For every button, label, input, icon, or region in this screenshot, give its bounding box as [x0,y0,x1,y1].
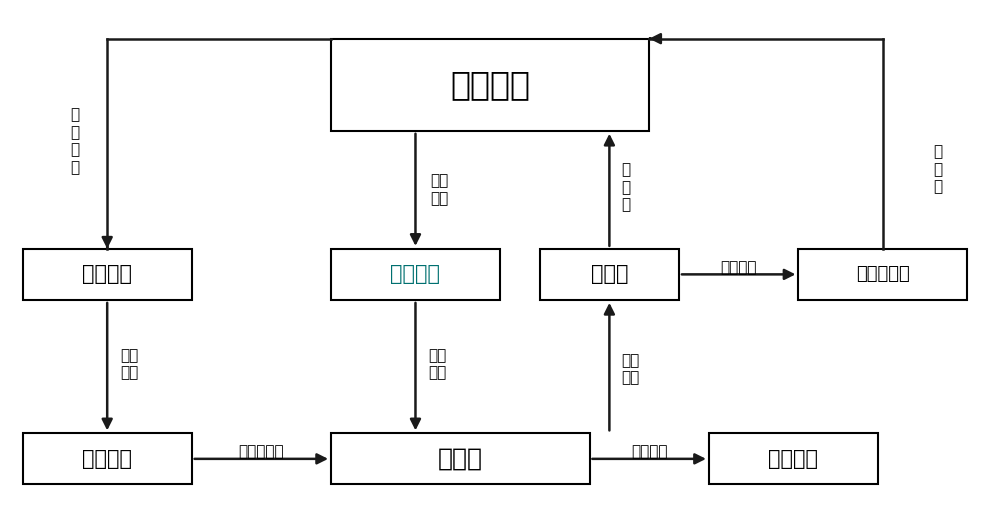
Bar [798,249,967,300]
Bar [23,249,192,300]
Text: 排放废气: 排放废气 [631,443,667,458]
Bar [540,249,679,300]
Bar [709,433,878,484]
Text: 控制
信号: 控制 信号 [430,174,449,206]
Bar [331,433,590,484]
Text: 液体
燃料: 液体 燃料 [428,348,447,380]
Text: 气缸压力: 气缸压力 [720,260,757,275]
Text: 喷油系统: 喷油系统 [390,264,440,284]
Bar [331,39,649,131]
Bar [23,433,192,484]
Text: 传感器: 传感器 [591,264,628,284]
Text: 进气系统: 进气系统 [82,449,132,469]
Text: 发动机: 发动机 [438,447,483,471]
Text: 物理
信号: 物理 信号 [621,353,640,385]
Text: 放
热
率: 放 热 率 [933,145,942,194]
Text: 供气系统: 供气系统 [82,264,132,284]
Text: 排气系统: 排气系统 [768,449,818,469]
Text: 可燃混合气: 可燃混合气 [239,443,284,458]
Text: 气体
燃料: 气体 燃料 [120,348,138,380]
Text: 电
信
号: 电 信 号 [621,162,630,212]
Bar [331,249,500,300]
Text: 控
制
信
号: 控 制 信 号 [70,108,79,175]
Text: 放热率计算: 放热率计算 [856,265,910,283]
Text: 控制系统: 控制系统 [450,68,530,101]
